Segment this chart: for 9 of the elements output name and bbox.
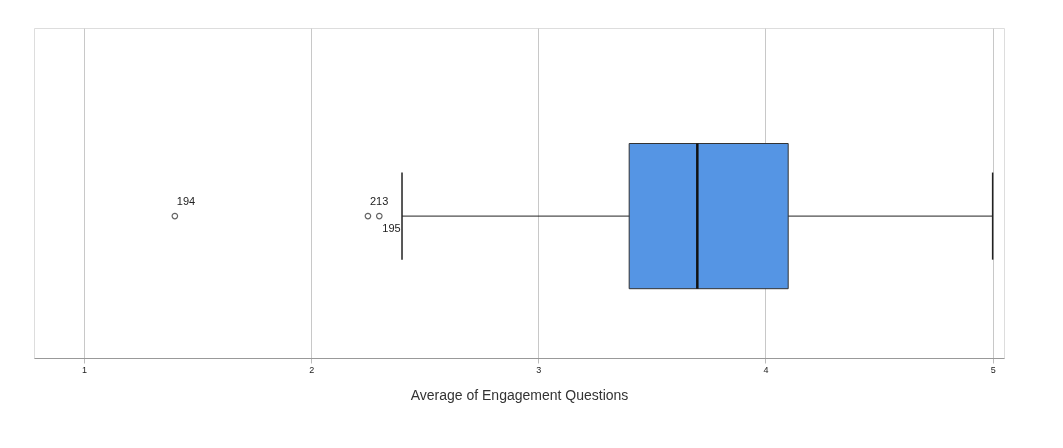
x-axis-title: Average of Engagement Questions [410, 386, 629, 403]
annotation: 195 [382, 222, 401, 235]
annotation: 213 [369, 195, 389, 208]
x-tick-label: 2 [309, 364, 315, 375]
x-tick-label: 3 [536, 364, 542, 375]
x-tick-label: 1 [81, 364, 87, 375]
x-tick-label: 5 [990, 364, 996, 375]
annotation: 194 [176, 195, 196, 208]
x-tick-label: 4 [763, 364, 769, 375]
